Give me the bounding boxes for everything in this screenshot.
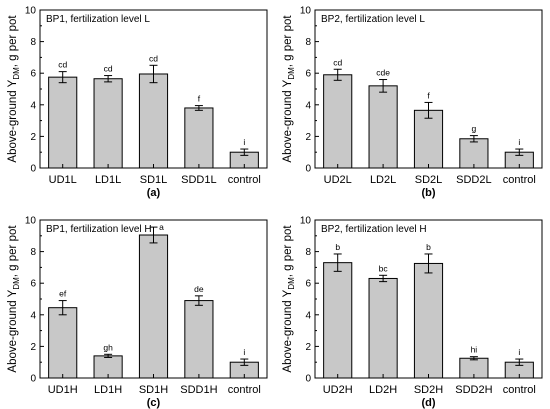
significance-letter: hi (471, 345, 478, 355)
x-tick-label: SD1L (140, 174, 168, 186)
y-tick-label: 10 (25, 216, 37, 227)
significance-letter: ef (59, 289, 67, 299)
bar-SD2H (413, 262, 444, 379)
significance-letter: cde (376, 68, 390, 78)
panel-label: (c) (147, 397, 161, 409)
y-tick-label: 4 (30, 310, 36, 321)
significance-letter: a (159, 222, 164, 232)
significance-letter: g (472, 124, 477, 134)
chart-title: BP1, fertilization level H (46, 224, 152, 235)
bar-UD1L (48, 76, 78, 169)
y-axis-label: Above-ground YDM, g per pot (282, 15, 296, 163)
y-tick-label: 6 (305, 69, 311, 80)
bar-UD2H (323, 262, 353, 379)
chart-title: BP1, fertilization level L (46, 14, 150, 25)
significance-letter: cd (333, 57, 342, 67)
chart-title: BP2, fertilization level L (321, 14, 425, 25)
x-tick-label: UD1L (49, 174, 77, 186)
bar-LD1L (93, 78, 123, 169)
significance-letter: cd (58, 60, 67, 70)
x-tick-label: LD2L (370, 174, 396, 186)
chart-panel-1: 0 2 4 6 8 10 BP1, fertilization level L Above-g… (7, 6, 268, 199)
x-tick-label: control (228, 174, 261, 186)
y-tick-label: 0 (30, 164, 36, 175)
panel-label: (b) (421, 187, 435, 199)
y-tick-label: 0 (30, 374, 36, 385)
x-tick-label: LD2H (369, 384, 397, 396)
bar-LD2L (368, 85, 398, 169)
y-tick-label: 0 (305, 164, 311, 175)
y-tick-label: 4 (30, 100, 36, 111)
significance-letter: b (335, 242, 340, 252)
significance-letter: bc (379, 263, 389, 273)
y-tick-label: 2 (30, 132, 36, 143)
chart-panel-4: 0 2 4 6 8 10 BP2, fertilization level H Above-g… (282, 216, 543, 409)
x-tick-label: SDD2H (455, 384, 492, 396)
x-tick-label: SD1H (139, 384, 168, 396)
significance-letter: f (198, 94, 201, 104)
bar-UD2L (323, 74, 353, 169)
y-tick-label: 4 (305, 310, 311, 321)
significance-letter: b (426, 242, 431, 252)
y-axis-label: Above-ground YDM, g per pot (282, 225, 296, 373)
y-axis-label: Above-ground YDM, g per pot (7, 15, 21, 163)
significance-letter: f (427, 90, 430, 100)
y-tick-label: 8 (30, 37, 36, 48)
x-tick-label: UD2L (324, 174, 352, 186)
y-tick-label: 2 (30, 342, 36, 353)
y-tick-label: 10 (300, 216, 312, 227)
significance-letter: i (518, 347, 520, 357)
bar-SDD1H (184, 300, 214, 379)
y-tick-label: 8 (305, 37, 311, 48)
y-tick-label: 6 (305, 279, 311, 290)
y-tick-label: 2 (305, 342, 311, 353)
x-tick-label: control (503, 384, 536, 396)
x-tick-label: SDD1L (181, 174, 216, 186)
y-tick-label: 10 (25, 6, 37, 17)
y-tick-label: 4 (305, 100, 311, 111)
y-tick-label: 2 (305, 132, 311, 143)
chart-title: BP2, fertilization level H (321, 224, 427, 235)
significance-letter: de (194, 284, 204, 294)
significance-letter: cd (149, 53, 158, 63)
bar-SD1L (138, 73, 169, 169)
x-tick-label: SD2H (414, 384, 443, 396)
significance-letter: i (518, 137, 520, 147)
bar-UD1H (48, 307, 78, 379)
y-tick-label: 0 (305, 374, 311, 385)
x-tick-label: UD1H (48, 384, 78, 396)
bar-SD2L (413, 109, 444, 169)
x-tick-label: LD1H (94, 384, 122, 396)
x-tick-label: SDD2L (456, 174, 491, 186)
bar-SDD2L (459, 138, 489, 169)
y-tick-label: 6 (30, 69, 36, 80)
x-tick-label: control (503, 174, 536, 186)
bar-SDD1L (184, 107, 214, 169)
x-tick-label: UD2H (323, 384, 353, 396)
x-tick-label: SD2L (415, 174, 443, 186)
panel-label: (d) (421, 397, 435, 409)
significance-letter: i (243, 137, 245, 147)
panel-label: (a) (147, 187, 161, 199)
significance-letter: gh (103, 342, 113, 352)
x-tick-label: control (228, 384, 261, 396)
y-axis-label: Above-ground YDM, g per pot (7, 225, 21, 373)
y-tick-label: 10 (300, 6, 312, 17)
y-tick-label: 6 (30, 279, 36, 290)
y-tick-label: 8 (30, 247, 36, 258)
x-tick-label: LD1L (95, 174, 121, 186)
chart-panel-2: 0 2 4 6 8 10 BP2, fertilization level L Above-g… (282, 6, 543, 199)
y-tick-label: 8 (305, 247, 311, 258)
significance-letter: i (243, 347, 245, 357)
bar-LD2H (368, 277, 398, 379)
significance-letter: cd (104, 64, 113, 74)
x-tick-label: SDD1H (180, 384, 217, 396)
bar-SD1H (138, 234, 169, 379)
chart-panel-3: 0 2 4 6 8 10 BP1, fertilization level H Above-g… (7, 216, 268, 409)
